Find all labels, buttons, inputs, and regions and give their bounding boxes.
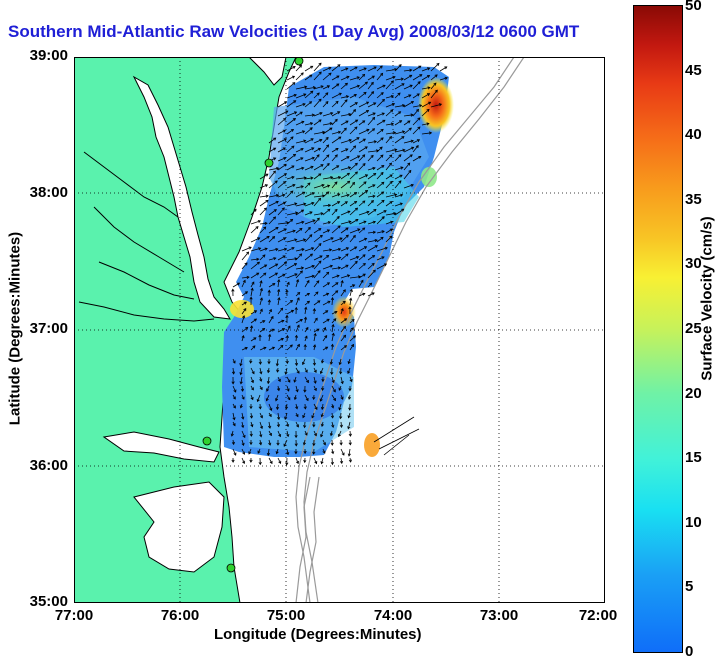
x-axis-label: Longitude (Degrees:Minutes) [214,626,422,643]
map-title: Southern Mid-Atlantic Raw Velocities (1 … [8,22,579,42]
x-tick: 77:00 [44,607,104,624]
colorbar [633,5,683,653]
station-marker [203,437,211,445]
colorbar-tick: 50 [685,0,702,14]
colorbar-tick: 0 [685,643,693,660]
colorbar-tick: 10 [685,514,702,531]
station-marker [265,159,273,167]
map-frame [74,57,605,603]
colorbar-label: Surface Velocity (cm/s) [699,184,716,414]
x-tick: 75:00 [256,607,316,624]
x-tick: 74:00 [363,607,423,624]
x-tick: 76:00 [150,607,210,624]
y-axis-label: Latitude (Degrees:Minutes) [7,214,24,444]
colorbar-tick: 5 [685,578,693,595]
station-marker [227,564,235,572]
x-tick: 72:00 [568,607,628,624]
y-tick: 38:00 [8,184,68,201]
station-marker [295,57,303,65]
y-tick: 39:00 [8,47,68,64]
velocity-map [74,57,605,603]
colorbar-tick: 15 [685,449,702,466]
y-tick: 36:00 [8,457,68,474]
colorbar-tick: 45 [685,62,702,79]
colorbar-tick: 40 [685,126,702,143]
x-tick: 73:00 [469,607,529,624]
